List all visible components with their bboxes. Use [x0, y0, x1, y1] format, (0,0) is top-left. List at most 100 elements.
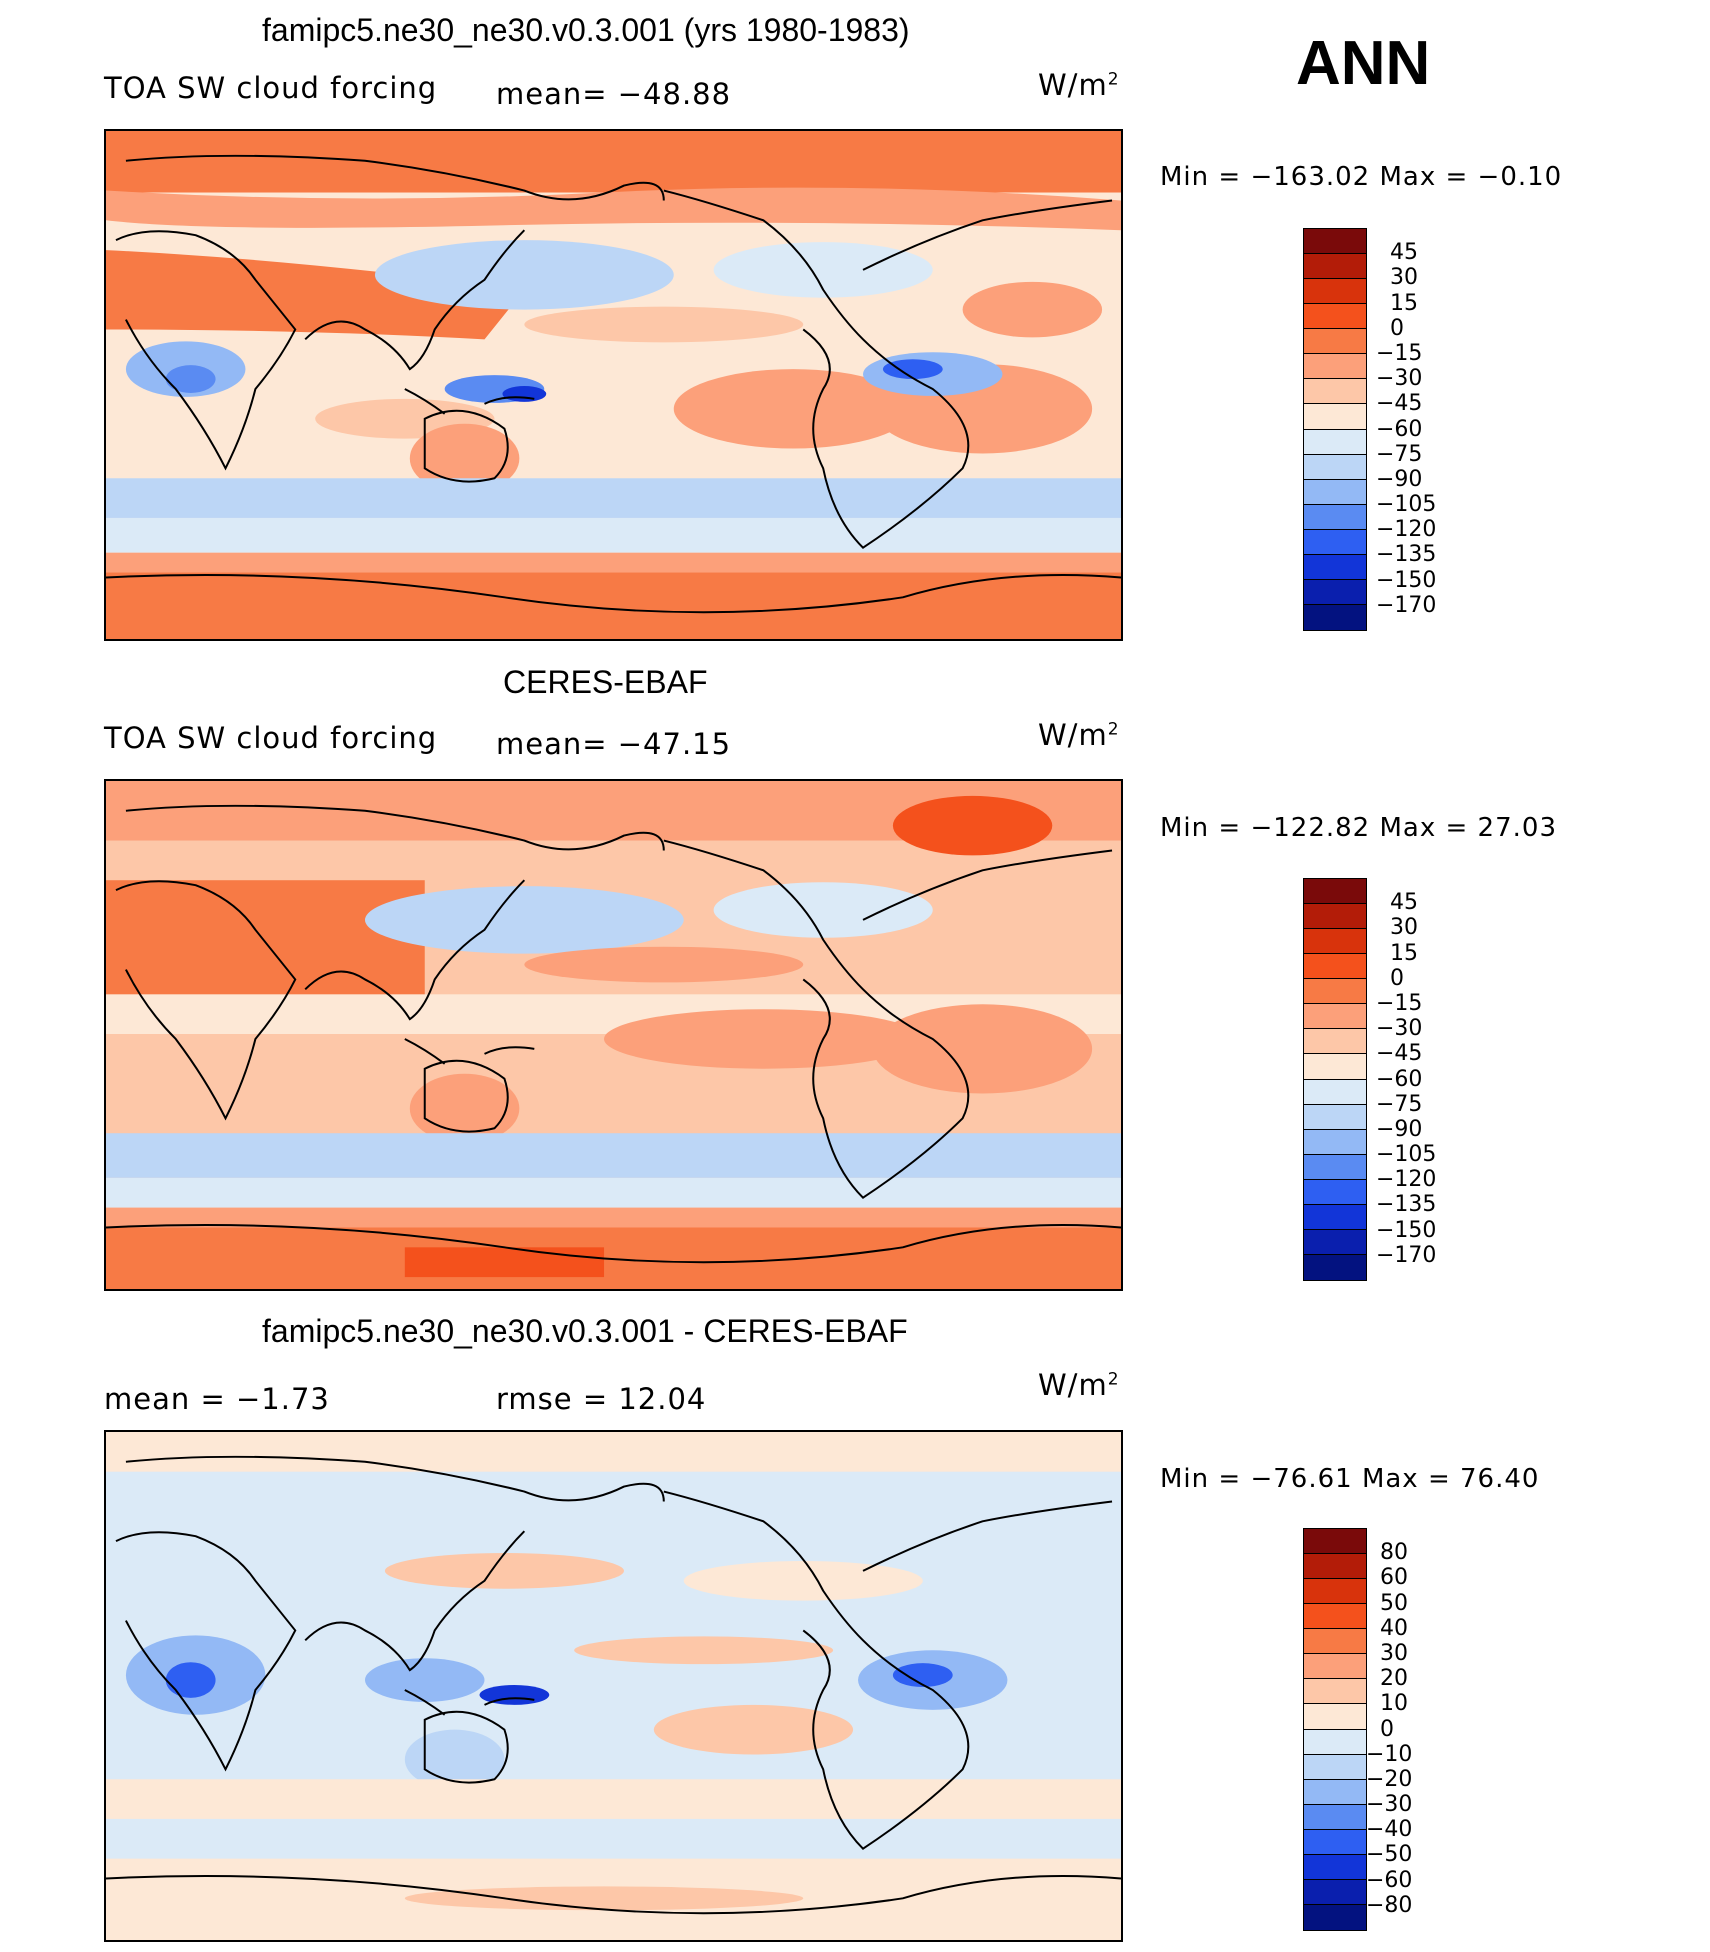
colorbar-swatch	[1304, 1254, 1366, 1280]
colorbar-swatch	[1304, 1154, 1366, 1180]
panel-1-variable: TOA SW cloud forcing	[104, 71, 438, 105]
colorbar-label: 45	[1390, 890, 1418, 916]
colorbar-swatch	[1304, 504, 1366, 530]
colorbar-label: −120	[1376, 517, 1437, 543]
colorbar-swatch	[1304, 1904, 1366, 1930]
colorbar-swatch	[1304, 1704, 1366, 1730]
panel-3-units: W/m2	[1038, 1368, 1120, 1402]
colorbar-label: −45	[1376, 391, 1423, 417]
colorbar-swatch	[1304, 1104, 1366, 1130]
colorbar-label: 30	[1390, 915, 1418, 941]
colorbar-label: −15	[1376, 990, 1423, 1016]
panel-1-title: famipc5.ne30_ne30.v0.3.001 (yrs 1980-198…	[262, 12, 910, 48]
colorbar-label: 15	[1390, 290, 1418, 316]
panel-1-units: W/m2	[1038, 68, 1120, 102]
colorbar-swatch	[1304, 1829, 1366, 1855]
colorbar-label: 50	[1380, 1590, 1408, 1616]
colorbar-swatch	[1304, 379, 1366, 405]
colorbar-label: −135	[1376, 542, 1437, 568]
colorbar-swatch	[1304, 1579, 1366, 1605]
colorbar-swatch	[1304, 1554, 1366, 1580]
colorbar-label: 0	[1380, 1716, 1394, 1742]
colorbar-swatch	[1304, 479, 1366, 505]
panel-3-map	[104, 1430, 1123, 1942]
colorbar-label: −150	[1376, 1217, 1437, 1243]
colorbar-swatch	[1304, 1054, 1366, 1080]
panel-2-title: CERES-EBAF	[503, 664, 708, 700]
season-label: ANN	[1296, 29, 1431, 98]
colorbar-label: −20	[1366, 1766, 1413, 1792]
colorbar-label: 45	[1390, 240, 1418, 266]
colorbar-swatch	[1304, 1529, 1366, 1555]
colorbar-label: −90	[1376, 1116, 1423, 1142]
colorbar-swatch	[1304, 1779, 1366, 1805]
panel-2-mean: mean= −47.15	[496, 727, 732, 761]
panel-1-map	[104, 129, 1123, 641]
colorbar-label: −60	[1376, 1066, 1423, 1092]
colorbar-label: 30	[1380, 1640, 1408, 1666]
colorbar-swatch	[1304, 554, 1366, 580]
colorbar-swatch	[1304, 1679, 1366, 1705]
colorbar-label: −15	[1376, 340, 1423, 366]
colorbar-label: −150	[1376, 567, 1437, 593]
colorbar-label: −105	[1376, 1142, 1437, 1168]
panel-2-colorbar-labels: 45 30 15 0 −15 −30 −45 −60 −75 −90 −105 −120 −135 −15…	[1376, 878, 1496, 1281]
panel-1-minmax: Min = −163.02 Max = −0.10	[1160, 162, 1563, 192]
colorbar-swatch	[1304, 604, 1366, 630]
colorbar-swatch	[1304, 1204, 1366, 1230]
panel-2-minmax: Min = −122.82 Max = 27.03	[1160, 813, 1557, 843]
colorbar-label: −30	[1376, 366, 1423, 392]
panel-2-colorbar	[1303, 878, 1367, 1281]
panel-1-mean: mean= −48.88	[496, 77, 732, 111]
colorbar-label: 0	[1390, 965, 1404, 991]
colorbar-swatch	[1304, 1879, 1366, 1905]
colorbar-swatch	[1304, 1854, 1366, 1880]
colorbar-label: −170	[1376, 592, 1437, 618]
colorbar-label: −60	[1376, 416, 1423, 442]
colorbar-label: 0	[1390, 315, 1404, 341]
colorbar-swatch	[1304, 229, 1366, 255]
panel-2-variable: TOA SW cloud forcing	[104, 721, 438, 755]
panel-2-map	[104, 779, 1123, 1291]
panel-3-title: famipc5.ne30_ne30.v0.3.001 - CERES-EBAF	[262, 1313, 908, 1349]
colorbar-swatch	[1304, 1079, 1366, 1105]
colorbar-swatch	[1304, 1729, 1366, 1755]
colorbar-label: 20	[1380, 1666, 1408, 1692]
colorbar-swatch	[1304, 404, 1366, 430]
colorbar-swatch	[1304, 1029, 1366, 1055]
colorbar-swatch	[1304, 1629, 1366, 1655]
colorbar-label: 80	[1380, 1540, 1408, 1566]
colorbar-swatch	[1304, 354, 1366, 380]
colorbar-label: −75	[1376, 441, 1423, 467]
colorbar-swatch	[1304, 579, 1366, 605]
colorbar-label: −80	[1366, 1892, 1413, 1918]
colorbar-swatch	[1304, 1129, 1366, 1155]
colorbar-swatch	[1304, 1229, 1366, 1255]
panel-3-minmax: Min = −76.61 Max = 76.40	[1160, 1464, 1540, 1494]
colorbar-swatch	[1304, 1604, 1366, 1630]
colorbar-label: −10	[1366, 1741, 1413, 1767]
colorbar-swatch	[1304, 954, 1366, 980]
colorbar-label: −120	[1376, 1167, 1437, 1193]
colorbar-swatch	[1304, 279, 1366, 305]
colorbar-swatch	[1304, 304, 1366, 330]
colorbar-swatch	[1304, 1654, 1366, 1680]
colorbar-label: 15	[1390, 940, 1418, 966]
colorbar-swatch	[1304, 1804, 1366, 1830]
colorbar-label: −40	[1366, 1817, 1413, 1843]
panel-3-colorbar-labels: 80 60 50 40 30 20 10 0 −10 −20 −30 −40 −50 −60 −80	[1366, 1528, 1486, 1931]
colorbar-swatch	[1304, 254, 1366, 280]
colorbar-label: −60	[1366, 1867, 1413, 1893]
colorbar-label: −45	[1376, 1041, 1423, 1067]
colorbar-label: −105	[1376, 492, 1437, 518]
colorbar-label: 10	[1380, 1691, 1408, 1717]
colorbar-swatch	[1304, 429, 1366, 455]
colorbar-swatch	[1304, 1754, 1366, 1780]
colorbar-label: 40	[1380, 1615, 1408, 1641]
panel-2-units: W/m2	[1038, 718, 1120, 752]
colorbar-label: −90	[1376, 466, 1423, 492]
colorbar-swatch	[1304, 529, 1366, 555]
colorbar-swatch	[1304, 929, 1366, 955]
colorbar-swatch	[1304, 879, 1366, 905]
colorbar-label: −170	[1376, 1242, 1437, 1268]
